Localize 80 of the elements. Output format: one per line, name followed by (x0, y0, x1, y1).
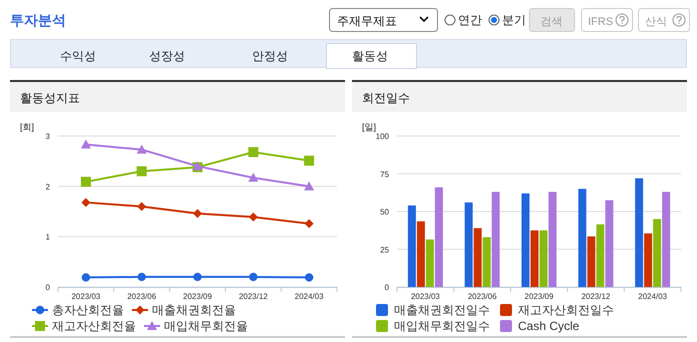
bar (548, 192, 556, 287)
x-tick-label: 2023/12 (581, 292, 611, 301)
y-tick-label: 0 (384, 283, 390, 292)
legend-label: Cash Cycle (518, 319, 580, 333)
x-tick-label: 2024/03 (638, 292, 668, 301)
point (137, 202, 146, 211)
bar (474, 228, 482, 287)
text: 투자분석 (10, 12, 66, 28)
point (304, 219, 314, 228)
text: 활동성 (352, 49, 388, 63)
text: 검색 (540, 16, 562, 28)
text: IFRS (588, 16, 614, 28)
bar (635, 178, 644, 287)
point (304, 156, 314, 166)
text: 분기 (502, 13, 526, 27)
point (80, 140, 91, 149)
point (80, 176, 91, 187)
bar (653, 219, 662, 287)
bar (644, 233, 652, 287)
legend-label: 매입채무회전율 (164, 319, 248, 333)
x-tick-label: 2023/09 (183, 292, 213, 301)
bar (426, 239, 434, 287)
legend-label: 매입채무회전일수 (394, 319, 490, 333)
legend-label: 매출채권회전율 (152, 303, 236, 317)
legend-label: 매출채권회전일수 (394, 303, 490, 317)
point (193, 209, 202, 218)
text: 안정성 (252, 49, 288, 63)
point (136, 166, 147, 176)
point (138, 272, 146, 282)
x-tick-label: 2023/06 (468, 292, 498, 301)
y-tick-label: 0 (46, 283, 51, 292)
bar (434, 187, 443, 287)
y-tick-label: 75 (380, 170, 390, 179)
text: 연간 (458, 13, 482, 27)
y-tick-label: 3 (46, 132, 51, 141)
x-tick-label: 2023/12 (238, 292, 268, 301)
y-tick-label: 1 (46, 232, 51, 242)
y-axis-title: [일] (362, 122, 376, 132)
point (193, 272, 202, 282)
x-tick-label: 2023/09 (524, 292, 554, 301)
x-tick-label: 2023/06 (127, 292, 157, 301)
bar (492, 192, 500, 287)
point (136, 144, 147, 154)
text: 수익성 (60, 49, 96, 63)
point (248, 212, 258, 222)
x-tick-label: 2023/03 (71, 292, 101, 301)
text: 산식 (645, 16, 667, 28)
point (304, 181, 314, 190)
bar (578, 188, 586, 287)
y-tick-label: 100 (376, 132, 390, 141)
bar (408, 205, 416, 287)
bar (605, 200, 614, 287)
point (249, 272, 258, 282)
bar (482, 237, 491, 287)
bar (416, 221, 425, 287)
legend-label: 총자산회전율 (52, 303, 124, 317)
x-tick-label: 2024/03 (294, 292, 324, 301)
bar (596, 224, 604, 287)
bar (530, 230, 538, 287)
point (81, 198, 90, 207)
y-tick-label: 50 (380, 208, 390, 216)
point (248, 147, 258, 158)
bar (662, 192, 670, 287)
text: 성장성 (149, 49, 185, 63)
legend-label: 재고자산회전율 (52, 319, 136, 333)
x-tick-label: 2023/03 (410, 292, 440, 301)
point (304, 273, 314, 282)
y-tick-label: 25 (380, 245, 390, 254)
bar (587, 236, 596, 287)
point (82, 273, 90, 282)
bar (464, 202, 473, 287)
point (248, 172, 258, 182)
text: 주재무제표 (337, 14, 397, 28)
chart-title: 활동성지표 (20, 91, 80, 105)
bar (540, 230, 548, 287)
y-axis-title: [회] (20, 122, 34, 132)
chart-title: 회전일수 (362, 91, 410, 105)
y-tick-label: 2 (46, 182, 51, 192)
legend-label: 재고자산회전일수 (518, 303, 614, 317)
bar (522, 193, 530, 287)
